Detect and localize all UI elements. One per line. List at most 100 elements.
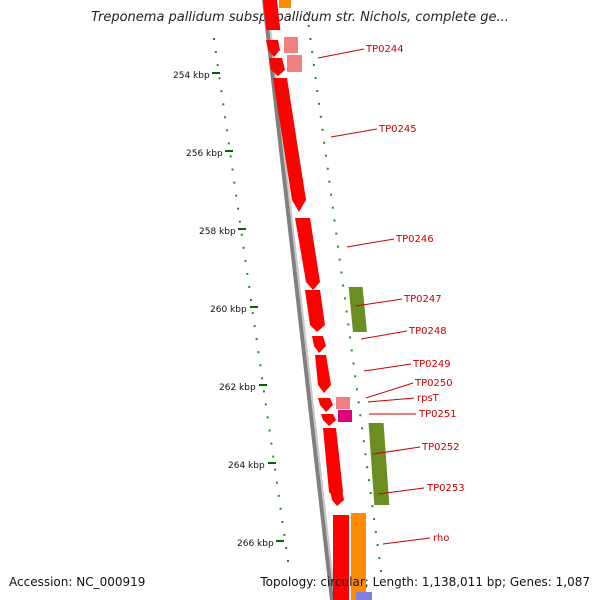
reverse-strand-features	[279, 0, 390, 600]
guide-dot	[337, 245, 339, 248]
gene-arrow-TP0248[interactable]	[312, 336, 326, 353]
guide-dot	[349, 336, 351, 339]
guide-dot	[224, 116, 227, 119]
guide-dot	[366, 466, 369, 469]
coordinate-labels: 254 kbp 256 kbp 258 kbp 260 kbp 262 kbp …	[173, 71, 274, 549]
guide-dot	[364, 453, 367, 456]
label-leaders	[317, 48, 431, 545]
gene-arrow-TP0250[interactable]	[318, 398, 333, 412]
guide-dot	[214, 51, 217, 53]
gene-block-bottom[interactable]	[333, 515, 349, 600]
guide-dot	[287, 560, 289, 562]
gene-arrow-TP0249[interactable]	[315, 355, 331, 393]
gene-label-TP0252[interactable]: TP0252	[421, 442, 460, 453]
gene-block-top-partial[interactable]	[263, 0, 281, 30]
guide-dot	[323, 141, 326, 144]
gene-label-TP0245[interactable]: TP0245	[378, 124, 417, 135]
guide-dot	[309, 38, 312, 40]
gene-label-TP0251[interactable]: TP0251	[418, 409, 457, 420]
tick-label-266: 266 kbp	[237, 539, 274, 549]
guide-dot	[347, 323, 350, 326]
guide-dot	[246, 272, 249, 275]
orange-feature-rho[interactable]	[351, 513, 366, 600]
gene-label-TP0250[interactable]: TP0250	[414, 378, 453, 389]
genome-backbone	[262, 0, 334, 600]
gene-arrow-TP0247[interactable]	[305, 290, 325, 332]
guide-dot	[311, 50, 314, 53]
gene-label-TP0253[interactable]: TP0253	[426, 483, 465, 494]
gene-arrow-TP0253[interactable]	[330, 490, 344, 506]
guide-dot	[251, 312, 254, 315]
guide-dot	[324, 154, 327, 157]
gene-arrow-TP0244b[interactable]	[269, 58, 285, 76]
guide-dot	[275, 481, 278, 484]
map-title: Treponema pallidum subsp. pallidum str. …	[91, 10, 509, 25]
tick-label-254: 254 kbp	[173, 71, 210, 81]
guide-dot	[369, 492, 372, 495]
gene-arrow-TP0246[interactable]	[295, 218, 320, 290]
guide-dot	[359, 414, 362, 417]
guide-dot	[233, 181, 236, 184]
guide-dot	[374, 531, 377, 534]
guide-dot	[248, 285, 251, 288]
guide-dot	[220, 90, 223, 93]
guide-dot	[257, 351, 260, 354]
guide-dot	[321, 128, 324, 131]
pink-feature-TP0244a[interactable]	[284, 37, 298, 53]
pink-feature-TP0250[interactable]	[336, 397, 350, 409]
guide-dot	[328, 180, 331, 183]
guide-dot	[343, 297, 346, 300]
gene-arrow-TP0244[interactable]	[266, 40, 280, 57]
guide-dot	[357, 401, 360, 404]
magenta-feature-rpsT[interactable]	[338, 410, 352, 422]
guide-dot	[270, 442, 273, 445]
guide-dot	[213, 38, 215, 40]
guide-dot	[262, 390, 265, 393]
guide-dot	[373, 518, 376, 521]
guide-dot	[218, 77, 221, 80]
guide-dot	[266, 416, 269, 419]
guide-dot	[229, 155, 232, 158]
green-feature-TP0247[interactable]	[348, 287, 367, 332]
guide-dot	[285, 547, 288, 549]
guide-dot	[319, 115, 322, 118]
guide-dot	[340, 271, 343, 274]
orange-feature-top[interactable]	[279, 0, 291, 8]
forward-strand-features	[263, 0, 349, 600]
guide-dot	[316, 89, 319, 92]
right-dotted-guide	[306, 12, 382, 572]
gene-label-TP0247[interactable]: TP0247	[403, 294, 442, 305]
accession-text: Accession: NC_000919	[9, 575, 146, 589]
gene-arrow-TP0251[interactable]	[321, 414, 336, 426]
guide-dot	[371, 505, 374, 508]
guide-dot	[352, 362, 355, 365]
gene-label-TP0244[interactable]: TP0244	[365, 44, 404, 55]
gene-label-TP0248[interactable]: TP0248	[408, 326, 447, 337]
green-feature-TP0252[interactable]	[368, 423, 390, 505]
left-dotted-guide	[213, 38, 289, 562]
guide-dot	[368, 479, 370, 482]
guide-dot	[307, 25, 310, 27]
gene-arrow-TP0245[interactable]	[273, 78, 306, 212]
tick-label-256: 256 kbp	[186, 149, 223, 159]
guide-dot	[376, 544, 379, 546]
guide-dot	[259, 364, 262, 367]
guide-dot	[222, 103, 225, 106]
guide-dot	[277, 494, 280, 497]
guide-dot	[312, 63, 315, 66]
guide-dot	[216, 64, 219, 67]
gene-arrow-TP0252[interactable]	[323, 428, 343, 500]
gene-label-rpsT[interactable]: rpsT	[417, 393, 440, 404]
guide-dot	[268, 429, 271, 432]
purple-feature-bottom[interactable]	[356, 592, 372, 600]
gene-label-TP0249[interactable]: TP0249	[412, 359, 451, 370]
guide-dot	[242, 246, 245, 249]
gene-label-rho[interactable]: rho	[433, 533, 449, 544]
guide-dot	[244, 259, 247, 262]
guide-dot	[333, 219, 336, 222]
gene-label-TP0246[interactable]: TP0246	[395, 234, 434, 245]
pink-feature-TP0244b[interactable]	[287, 55, 302, 72]
gene-labels: TP0244 TP0245 TP0246 TP0247 TP0248 TP024…	[365, 44, 465, 544]
guide-dot	[235, 194, 238, 197]
